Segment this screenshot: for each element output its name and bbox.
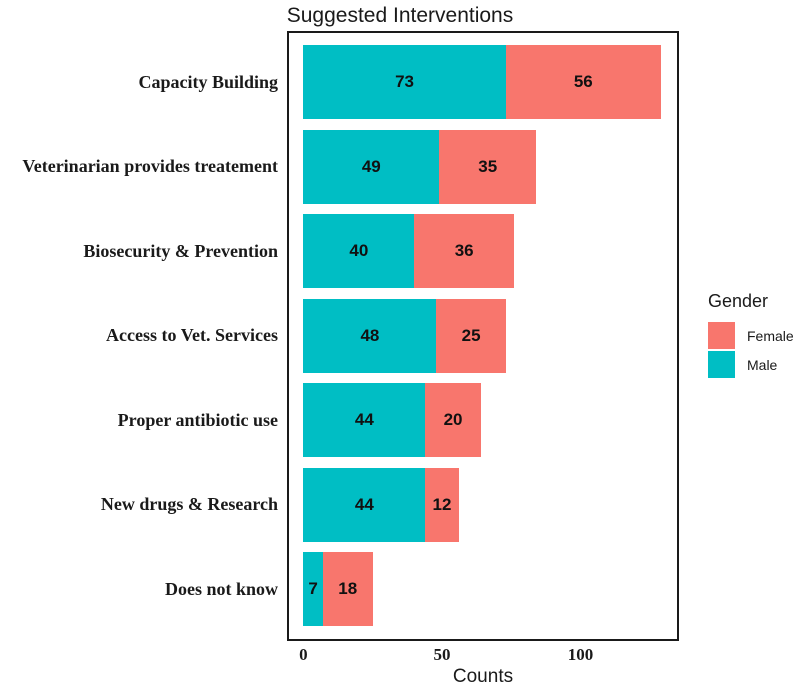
bar-value-label: 56 bbox=[573, 72, 593, 91]
legend-item-label: Male bbox=[747, 356, 778, 373]
x-tick-label: 100 bbox=[567, 645, 594, 664]
category-label: New drugs & Research bbox=[100, 494, 278, 514]
x-tick-label: 0 bbox=[299, 645, 308, 664]
legend-swatch-male bbox=[708, 351, 735, 378]
bar-value-label: 40 bbox=[349, 241, 369, 260]
bar-value-label: 48 bbox=[360, 325, 380, 345]
category-label: Capacity Building bbox=[138, 71, 278, 92]
bar-segment-male: 48 bbox=[303, 298, 437, 373]
category-label: Veterinarian provides treatement bbox=[22, 156, 278, 176]
bar-segment-male: 49 bbox=[303, 129, 440, 204]
legend-item-female: Female bbox=[708, 322, 794, 349]
plot-panel: 73 56 49 35 40 36 48 25 44 20 44 12 7 18 bbox=[287, 31, 679, 641]
bar-segment-male: 44 bbox=[303, 467, 426, 542]
x-axis-ticks: 0 50 100 bbox=[0, 645, 800, 665]
legend: Gender Female Male bbox=[708, 291, 794, 380]
bar-segment-male: 73 bbox=[303, 45, 506, 119]
bar-segment-female: 25 bbox=[436, 298, 506, 373]
category-label: Proper antibiotic use bbox=[117, 409, 278, 430]
x-tick-label: 50 bbox=[433, 645, 451, 664]
bar-value-label: 73 bbox=[395, 72, 415, 91]
bar-segment-female: 56 bbox=[505, 45, 661, 119]
bar-value-label: 49 bbox=[361, 156, 381, 176]
bar-segment-male: 7 bbox=[303, 552, 323, 626]
bar-segment-female: 18 bbox=[322, 552, 373, 626]
bar-value-label: 12 bbox=[432, 494, 452, 514]
category-label: Access to Vet. Services bbox=[106, 325, 278, 345]
category-label: Does not know bbox=[164, 578, 278, 599]
bar-value-label: 44 bbox=[354, 410, 374, 429]
bar-segment-female: 35 bbox=[439, 129, 537, 204]
bar-value-label: 44 bbox=[354, 494, 374, 514]
bar-segment-female: 36 bbox=[414, 214, 515, 288]
legend-item-label: Female bbox=[747, 327, 794, 344]
bar-segment-female: 20 bbox=[425, 383, 481, 457]
bar-value-label: 35 bbox=[478, 156, 498, 176]
category-axis: Capacity Building Veterinarian provides t… bbox=[0, 31, 278, 641]
bar-segment-male: 40 bbox=[303, 214, 415, 288]
category-label: Biosecurity & Prevention bbox=[83, 240, 278, 261]
legend-item-male: Male bbox=[708, 351, 794, 378]
bar-value-label: 36 bbox=[454, 241, 474, 260]
x-axis-label: Counts bbox=[452, 666, 514, 687]
legend-title: Gender bbox=[708, 291, 769, 311]
bar-value-label: 20 bbox=[443, 410, 463, 429]
bar-value-label: 7 bbox=[308, 579, 318, 598]
bar-segment-female: 12 bbox=[425, 467, 459, 542]
bar-value-label: 18 bbox=[338, 579, 358, 598]
bar-value-label: 25 bbox=[461, 325, 481, 345]
legend-swatch-female bbox=[708, 322, 735, 349]
legend-items: Female Male bbox=[708, 322, 794, 378]
chart-title: Suggested Interventions bbox=[286, 4, 514, 27]
bar-segment-male: 44 bbox=[303, 383, 426, 457]
